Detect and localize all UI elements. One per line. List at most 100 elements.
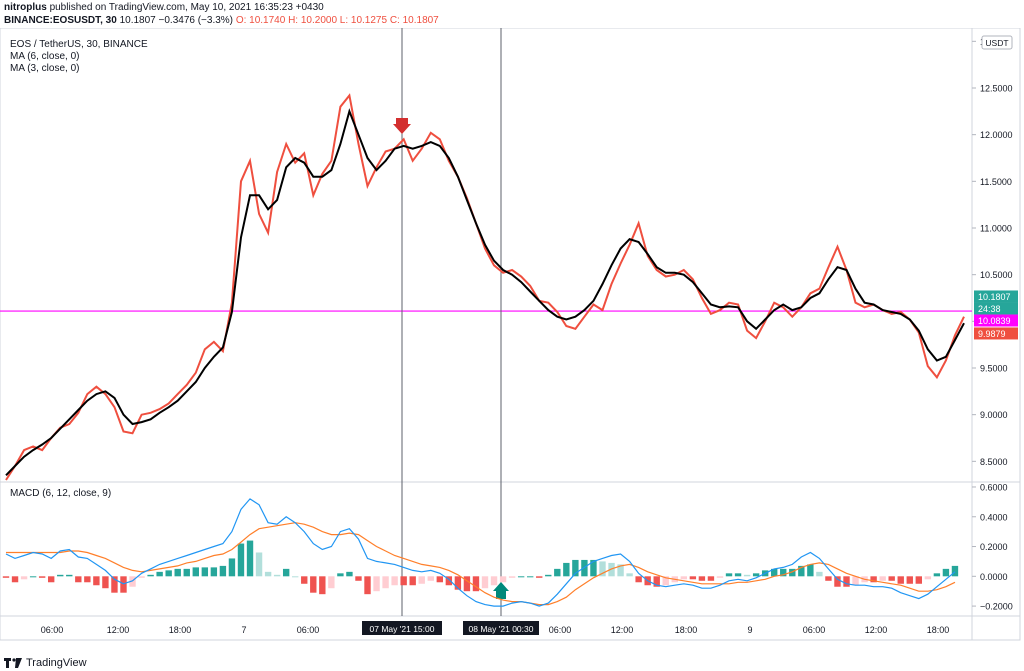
macd-histogram-bar (75, 576, 82, 583)
macd-histogram-bar (933, 573, 941, 577)
sell-arrow-icon (393, 118, 411, 134)
macd-histogram-bar (481, 576, 489, 589)
time-marker-bg (362, 621, 442, 635)
ma3-series-line (5, 93, 965, 481)
price-tick-label: 8.5000 (980, 457, 1008, 467)
time-marker-bg (463, 621, 539, 635)
macd-histogram-bar (129, 576, 136, 587)
macd-histogram-bar (915, 576, 923, 584)
macd-histogram-bar (319, 576, 326, 595)
macd-histogram-bar (689, 576, 697, 580)
ma-slow-price-label-bg (974, 327, 1018, 340)
macd-histogram-bar (57, 574, 64, 577)
time-tick-label: 18:00 (927, 625, 950, 635)
macd-histogram-bar (508, 576, 516, 578)
currency-badge-label: USDT (985, 38, 1008, 48)
chart-legend: EOS / TetherUS, 30, BINANCE MA (6, close… (10, 39, 148, 75)
time-tick-label: 12:00 (107, 625, 130, 635)
ohlc-values: O: 10.1740 H: 10.2000 L: 10.1275 C: 10.1… (235, 15, 439, 26)
macd-histogram-bar (526, 576, 534, 578)
macd-histogram-bar (273, 574, 281, 577)
macd-histogram-bar (789, 568, 796, 577)
macd-histogram-bar (102, 576, 109, 589)
macd-histogram-bar (879, 576, 886, 581)
macd-histogram-bar (536, 576, 543, 578)
last-price-label: 10.1807 (978, 292, 1011, 302)
macd-histogram-bar (346, 571, 353, 577)
ma-fast-price-label: 10.0839 (978, 316, 1011, 326)
macd-histogram-bar (490, 576, 498, 586)
price-tick-label: 12.5000 (980, 84, 1013, 94)
macd-histogram-bar (572, 559, 579, 577)
macd-histogram-bar (581, 559, 588, 577)
macd-histogram-bar (228, 558, 236, 577)
time-tick-label: 06:00 (41, 625, 64, 635)
countdown-label-bg (974, 302, 1018, 315)
macd-histogram-bar (725, 573, 733, 577)
macd-legend: MACD (6, 12, close, 9) (10, 488, 112, 499)
macd-histogram-bar (590, 559, 597, 577)
time-tick-label: 9 (747, 625, 752, 635)
macd-histogram-bar (337, 573, 344, 577)
macd-histogram-bar (888, 576, 895, 581)
legend-ma6: MA (6, close, 0) (10, 51, 80, 62)
macd-histogram-bar (906, 576, 913, 584)
macd-histogram-bar (38, 576, 46, 578)
macd-tick-label: 0.4000 (980, 512, 1008, 522)
time-tick-label: 06:00 (803, 625, 826, 635)
macd-histogram-bar (942, 568, 950, 577)
macd-histogram-bar (617, 564, 624, 577)
macd-histogram-bar (445, 576, 453, 586)
macd-histogram-bar (517, 576, 525, 578)
macd-histogram-bar (545, 574, 552, 577)
macd-histogram-bar (852, 576, 859, 586)
tradingview-logo-icon (4, 658, 22, 668)
macd-histogram-bar (382, 576, 389, 589)
macd-histogram-bar (29, 576, 37, 578)
countdown-label: 24:38 (978, 304, 1001, 314)
macd-histogram-bar (409, 576, 416, 586)
macd-histogram-bar (364, 576, 371, 595)
macd-histogram-bar (84, 576, 91, 583)
macd-histogram-bar (734, 573, 742, 577)
macd-histogram-bar (771, 568, 778, 577)
macd-histogram-bar (743, 574, 751, 577)
macd-histogram-bar (780, 568, 787, 577)
ma6-series-line (5, 108, 965, 476)
macd-histogram-bar (698, 576, 706, 581)
legend-title: EOS / TetherUS, 30, BINANCE (10, 39, 148, 50)
macd-histogram-bar (707, 576, 715, 581)
macd-histogram-bar (237, 543, 245, 577)
macd-histogram-bar (924, 576, 932, 580)
buy-arrow-icon (493, 582, 509, 599)
price-change: 10.1807 −0.3476 (−3.3%) (119, 15, 234, 26)
macd-histogram-bar (174, 568, 181, 577)
macd-histogram-bar (716, 576, 724, 578)
macd-histogram-bar (418, 576, 425, 584)
macd-histogram-bar (373, 576, 380, 592)
macd-histogram-bar (454, 576, 462, 590)
macd-histogram-bar (626, 573, 633, 577)
macd-histogram-bar (436, 576, 444, 583)
macd-histogram-bar (680, 576, 688, 580)
macd-histogram-bar (951, 565, 959, 577)
macd-tick-label: 0.6000 (980, 482, 1008, 492)
macd-histogram-bar (192, 567, 199, 577)
publisher-name: nitroplus (4, 2, 47, 13)
macd-histogram-bar (897, 576, 904, 584)
macd-histogram-bar (111, 576, 118, 593)
macd-histogram-bar (635, 576, 642, 583)
price-chart[interactable]: 13.000012.500012.000011.500011.000010.50… (0, 28, 1024, 648)
price-tick-label: 11.5000 (980, 177, 1012, 187)
price-tick-label: 10.5000 (980, 270, 1013, 280)
macd-histogram-bar (156, 571, 163, 577)
publish-text: published on TradingView.com, May 10, 20… (49, 2, 324, 13)
macd-histogram-bar (355, 576, 362, 581)
macd-tick-label: 0.0000 (980, 572, 1008, 582)
macd-histogram-bar (66, 574, 73, 577)
currency-badge (981, 35, 1013, 50)
macd-histogram-bar (816, 571, 823, 577)
legend-ma3: MA (3, close, 0) (10, 63, 80, 74)
macd-histogram-bar (825, 576, 832, 581)
macd-tick-label: 0.2000 (980, 542, 1008, 552)
